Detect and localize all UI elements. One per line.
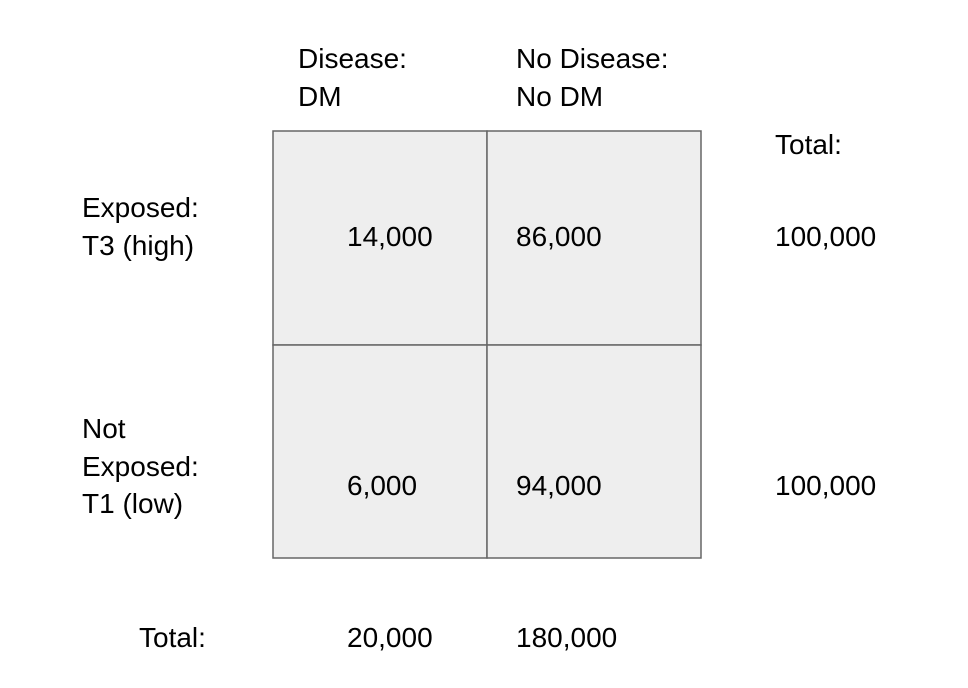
row-total: 100,000 [775,221,876,252]
cell-box [272,344,488,559]
cell-value: 94,000 [516,470,602,501]
footer-label: Total: [139,622,206,653]
column-total: 180,000 [516,622,617,653]
cell-box [486,130,702,346]
column-header: No Disease: [516,43,669,74]
total-header: Total: [775,129,842,160]
column-header: No DM [516,81,603,112]
row-label: T1 (low) [82,488,183,519]
cell-value: 86,000 [516,221,602,252]
cell-box [272,130,488,346]
column-total: 20,000 [347,622,433,653]
row-label: T3 (high) [82,230,194,261]
cell-value: 14,000 [347,221,433,252]
row-label: Not [82,413,126,444]
row-label: Exposed: [82,192,199,223]
column-header: DM [298,81,342,112]
row-total: 100,000 [775,470,876,501]
cell-box [486,344,702,559]
cell-value: 6,000 [347,470,417,501]
row-label: Exposed: [82,451,199,482]
column-header: Disease: [298,43,407,74]
